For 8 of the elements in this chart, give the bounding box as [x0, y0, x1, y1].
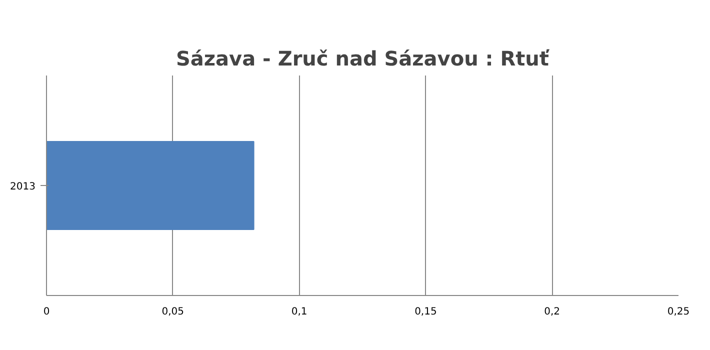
y-tick-label: 2013	[10, 182, 36, 192]
x-tick-label: 0,1	[291, 306, 308, 318]
chart-title: Sázava - Zruč nad Sázavou : Rtuť	[176, 46, 550, 70]
x-tick-label: 0	[43, 306, 50, 318]
x-tick-label: 0,2	[544, 306, 560, 318]
x-tick-label: 0,25	[667, 306, 690, 318]
x-tick-label: 0,05	[162, 306, 184, 318]
x-tick-label: 0,15	[414, 306, 437, 318]
